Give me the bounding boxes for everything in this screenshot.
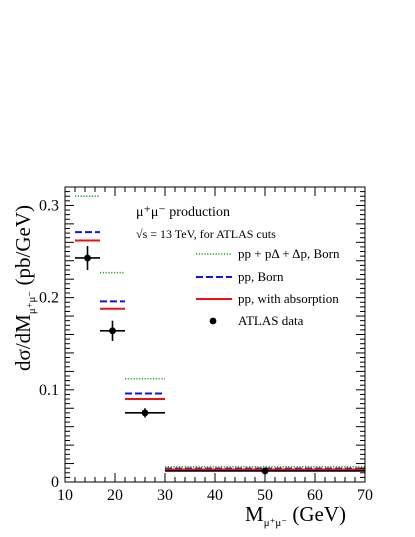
y-axis-title: dσ/dMμ⁺μ⁻ (pb/GeV) <box>11 205 38 371</box>
data-point <box>109 327 116 335</box>
x-tick-label: 30 <box>157 487 173 504</box>
y-tick-label: 0.2 <box>39 290 59 307</box>
y-tick-label: 0.1 <box>39 382 59 399</box>
x-tick-label: 40 <box>207 487 223 504</box>
x-tick-label: 50 <box>257 487 273 504</box>
y-tick-label: 0 <box>51 474 59 491</box>
annotation-line1: μ⁺μ⁻ production <box>136 205 230 220</box>
x-tick-label: 10 <box>57 487 73 504</box>
data-point <box>84 254 91 262</box>
legend-label: pp, with absorption <box>238 291 339 306</box>
x-tick-label: 70 <box>357 487 373 504</box>
legend-label: pp + pΔ + Δp, Born <box>238 246 340 261</box>
data-point <box>261 467 269 475</box>
y-tick-label: 0.3 <box>39 197 59 214</box>
x-axis-title: Mμ⁺μ⁻ (GeV) <box>245 502 346 529</box>
x-tick-label: 60 <box>307 487 323 504</box>
legend-marker-point <box>209 317 217 325</box>
x-tick-label: 20 <box>107 487 123 504</box>
legend-label: pp, Born <box>238 269 284 284</box>
legend-label: ATLAS data <box>238 313 304 328</box>
annotation-line2: √s = 13 TeV, for ATLAS cuts <box>136 227 276 241</box>
data-point <box>141 409 149 417</box>
